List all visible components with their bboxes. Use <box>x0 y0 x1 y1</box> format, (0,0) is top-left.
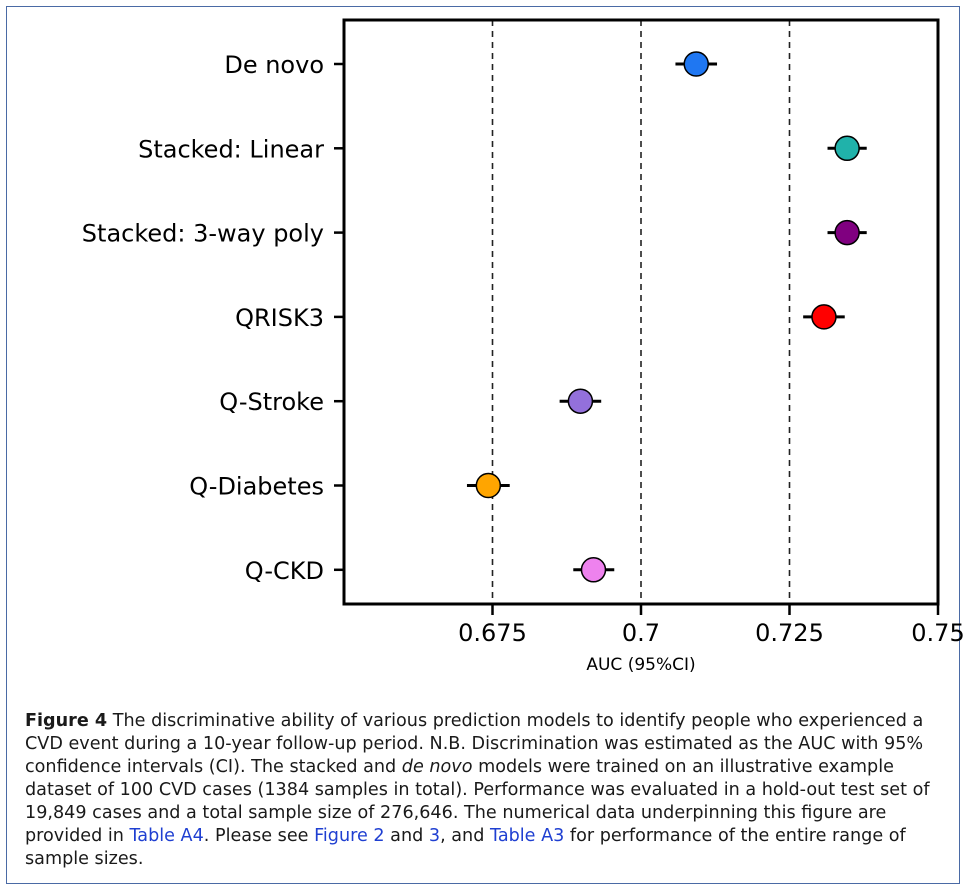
link-figure-2[interactable]: Figure 2 <box>314 826 385 846</box>
caption-text-6: for performance of the entire range of s… <box>25 826 906 869</box>
data-point <box>811 304 837 330</box>
reference-lines <box>491 20 791 604</box>
figure-frame <box>6 6 960 884</box>
caption-label: Figure 4 <box>25 711 108 731</box>
x-tick-label: 0.675 <box>458 619 527 647</box>
x-axis: 0.675 0.7 0.725 0.75 <box>458 604 965 647</box>
data-point <box>475 472 502 499</box>
data-markers <box>466 51 867 583</box>
data-point <box>834 219 860 246</box>
caption-text-3: . Please see <box>203 826 315 846</box>
y-tick-label: Stacked: 3-way poly <box>82 220 324 248</box>
y-axis: De novo Stacked: Linear Stacked: 3-way pol… <box>82 51 344 585</box>
data-point <box>683 51 709 77</box>
x-tick-label: 0.725 <box>755 619 824 647</box>
data-point <box>567 388 594 414</box>
caption-text-2: models were trained on an illustrative e… <box>25 757 930 846</box>
caption-text-5: , and <box>440 826 490 846</box>
auc-forest-plot: De novo Stacked: Linear Stacked: 3-way pol… <box>82 18 965 675</box>
y-tick-label: QRISK3 <box>235 304 324 332</box>
y-tick-label: Q-CKD <box>245 557 324 585</box>
caption-text-1: The discriminative ability of various pr… <box>25 711 924 777</box>
y-tick-label: Stacked: Linear <box>138 135 324 163</box>
caption-text-4: and <box>384 826 429 846</box>
link-figure-3[interactable]: 3 <box>428 826 441 846</box>
x-tick-label: 0.7 <box>622 619 660 647</box>
y-tick-label: De novo <box>224 51 324 79</box>
y-tick-label: Q-Diabetes <box>189 473 324 501</box>
y-tick-label: Q-Stroke <box>219 388 324 416</box>
link-table-a3[interactable]: Table A3 <box>489 826 565 846</box>
figure-caption: Figure 4 The discriminative ability of v… <box>25 710 943 871</box>
data-point <box>580 557 607 583</box>
x-tick-label: 0.75 <box>911 619 964 647</box>
data-point <box>834 135 860 162</box>
x-axis-label: AUC (95%CI) <box>586 655 695 675</box>
caption-italic: de novo <box>401 757 473 777</box>
link-table-a4[interactable]: Table A4 <box>129 826 204 846</box>
